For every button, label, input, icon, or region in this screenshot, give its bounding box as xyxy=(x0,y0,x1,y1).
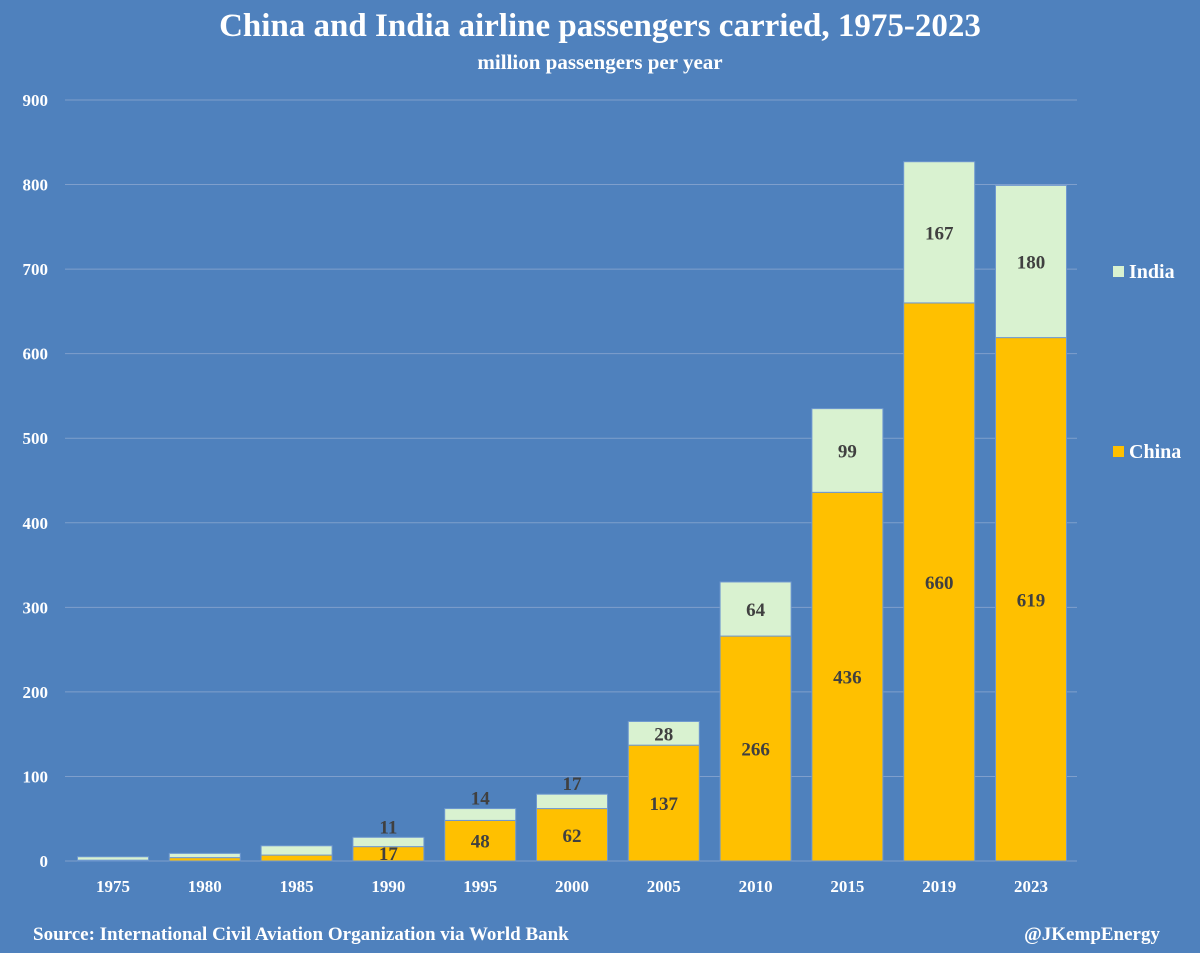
data-label: 619 xyxy=(1017,590,1046,611)
data-label: 266 xyxy=(741,740,770,761)
x-tick-label: 1995 xyxy=(463,877,497,896)
bar-china xyxy=(903,302,976,862)
data-label: 180 xyxy=(1017,253,1046,274)
chart-subtitle: million passengers per year xyxy=(477,50,723,74)
chart-title: China and India airline passengers carri… xyxy=(219,8,981,44)
x-tick-label: 1990 xyxy=(371,877,405,896)
y-tick-label: 600 xyxy=(23,345,49,364)
bar-china xyxy=(168,857,241,862)
bar-india xyxy=(995,184,1067,339)
bar-india xyxy=(444,808,517,821)
data-label: 167 xyxy=(925,223,954,244)
bar-india xyxy=(627,720,700,746)
bar-china xyxy=(260,854,333,862)
legend-swatch-china xyxy=(1113,446,1124,457)
x-tick-label: 2010 xyxy=(739,877,773,896)
x-tick-label: 2023 xyxy=(1014,877,1048,896)
y-tick-label: 900 xyxy=(23,91,49,110)
source-note: Source: International Civil Aviation Org… xyxy=(33,924,569,945)
data-label: 64 xyxy=(746,600,766,621)
y-tick-label: 0 xyxy=(40,852,49,871)
bar-india xyxy=(811,408,884,493)
legend-swatch-india xyxy=(1113,266,1124,277)
data-label: 137 xyxy=(650,794,679,815)
bar-india xyxy=(719,581,792,637)
y-tick-label: 100 xyxy=(23,767,49,786)
bar-india xyxy=(168,852,241,859)
legend-label-india: India xyxy=(1129,261,1175,283)
bar-india xyxy=(260,845,333,856)
data-label: 14 xyxy=(471,789,491,810)
bar-india xyxy=(352,836,425,848)
data-label: 17 xyxy=(563,774,583,795)
x-tick-label: 1985 xyxy=(280,877,314,896)
legend-label-china: China xyxy=(1129,441,1181,463)
y-tick-label: 200 xyxy=(23,683,49,702)
x-tick-label: 1980 xyxy=(188,877,222,896)
y-tick-label: 300 xyxy=(23,598,49,617)
credit-handle: @JKempEnergy xyxy=(1024,924,1160,945)
y-tick-label: 400 xyxy=(23,514,49,533)
bar-india xyxy=(536,793,608,810)
data-label: 660 xyxy=(925,573,954,594)
bar-china xyxy=(627,744,700,862)
y-tick-label: 700 xyxy=(23,260,49,279)
x-tick-label: 2000 xyxy=(555,877,589,896)
bar-china xyxy=(811,491,884,862)
bar-china xyxy=(719,635,792,862)
x-tick-label: 2019 xyxy=(922,877,956,896)
data-label: 99 xyxy=(838,441,857,462)
y-tick-label: 800 xyxy=(23,176,49,195)
x-tick-label: 1975 xyxy=(96,877,130,896)
data-label: 436 xyxy=(833,668,862,689)
data-label: 28 xyxy=(654,724,673,745)
bar-india xyxy=(77,856,149,861)
data-label: 62 xyxy=(563,826,582,847)
data-label: 17 xyxy=(379,844,399,865)
y-tick-label: 500 xyxy=(23,429,49,448)
x-tick-label: 2005 xyxy=(647,877,681,896)
x-tick-label: 2015 xyxy=(830,877,864,896)
bar-india xyxy=(903,161,976,304)
bar-china xyxy=(995,337,1067,862)
data-label: 48 xyxy=(471,832,490,853)
data-label: 11 xyxy=(379,817,397,838)
